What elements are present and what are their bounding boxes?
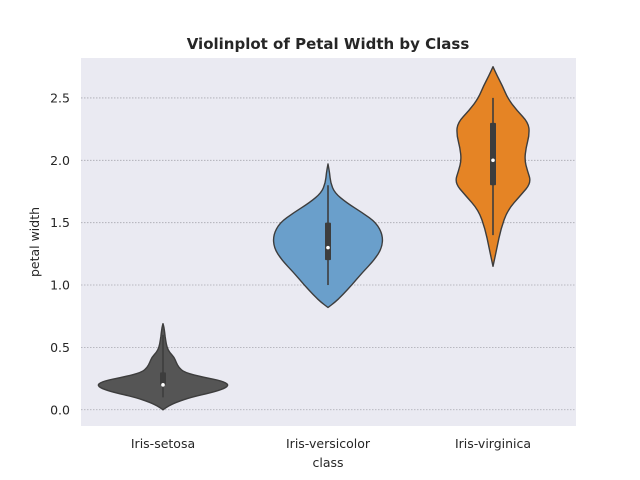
y-tick-label: 1.5 [50,215,70,230]
y-axis-label: petal width [27,207,42,277]
median-dot [161,383,165,387]
violin-iris-setosa [97,323,229,411]
violin-iris-versicolor [272,163,384,309]
iqr-box [160,372,166,385]
violins [97,66,531,411]
y-tick-label: 2.5 [50,90,70,105]
x-tick-labels: Iris-setosa Iris-versicolor Iris-virginica [131,436,531,451]
iqr-box [490,122,496,186]
violin-iris-virginica [455,66,531,267]
chart-title: Violinplot of Petal Width by Class [187,35,470,53]
y-tick-labels: 0.0 0.5 1.0 1.5 2.0 2.5 [50,90,70,417]
median-dot [491,158,495,163]
x-tick-label: Iris-versicolor [286,436,371,451]
y-tick-label: 2.0 [50,153,70,168]
y-tick-label: 0.5 [50,340,70,355]
x-tick-label: Iris-setosa [131,436,195,451]
x-tick-label: Iris-virginica [455,436,531,451]
iqr-box [325,222,331,261]
median-dot [326,245,330,250]
y-tick-label: 0.0 [50,402,70,417]
x-axis-label: class [312,455,343,470]
y-tick-label: 1.0 [50,278,70,293]
